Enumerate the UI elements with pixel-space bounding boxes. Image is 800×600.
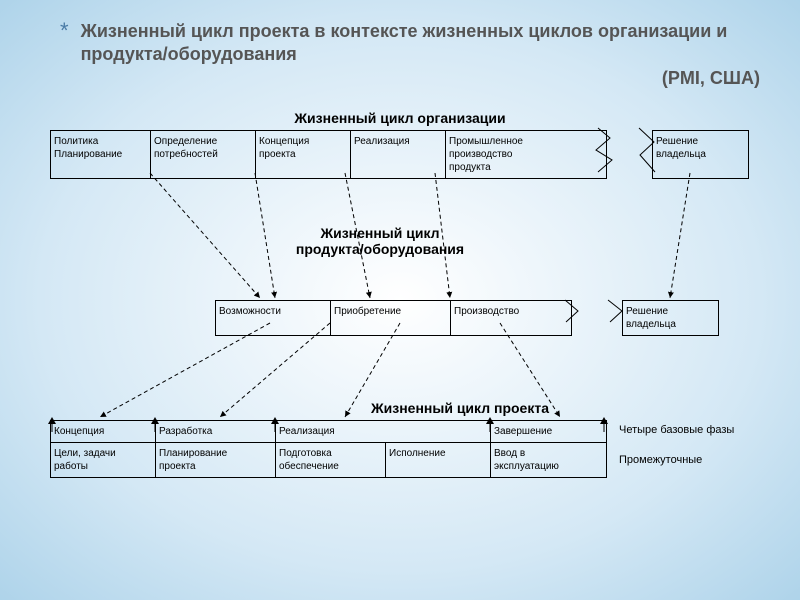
section-project-lifecycle: Жизненный цикл проекта Концепция Разрабо… — [50, 400, 750, 478]
slide-title: * Жизненный цикл проекта в контексте жиз… — [60, 20, 770, 90]
section3-sub-row: Цели, задачи работы Планирование проекта… — [50, 443, 607, 478]
s3h-1: Разработка — [156, 421, 276, 442]
s3s-0: Цели, задачи работы — [51, 443, 156, 477]
footer-intermediate: Промежуточные — [619, 440, 750, 470]
bullet-asterisk: * — [60, 20, 69, 42]
s2-cell-2: Производство — [451, 301, 571, 335]
section-org-lifecycle: Жизненный цикл организации Политика План… — [50, 110, 750, 179]
s2-cell-3: Решение владельца — [623, 301, 718, 335]
section1-row-last: Решение владельца — [652, 130, 749, 179]
section1-row-main: Политика Планирование Определение потреб… — [50, 130, 607, 179]
s2-cell-1: Приобретение — [331, 301, 451, 335]
section1-title: Жизненный цикл организации — [50, 110, 750, 126]
s3s-4: Ввод в эксплуатацию — [491, 443, 606, 477]
section3-header-row: Концепция Разработка Реализация Завершен… — [50, 420, 607, 443]
s1-cell-5: Решение владельца — [653, 131, 748, 178]
section2-row-main: Возможности Приобретение Производство — [215, 300, 572, 336]
section3-title: Жизненный цикл проекта — [170, 400, 750, 416]
s3s-2: Подготовка обеспечение — [276, 443, 386, 477]
s2-cell-0: Возможности — [216, 301, 331, 335]
section2-title: Жизненный цикл продукта/оборудования — [260, 225, 500, 257]
s3h-2: Реализация — [276, 421, 491, 442]
s1-cell-4: Промышленное производство продукта — [446, 131, 606, 178]
footer-phases: Четыре базовые фазы — [619, 420, 750, 440]
s3s-1: Планирование проекта — [156, 443, 276, 477]
section-product-lifecycle: Возможности Приобретение Производство Ре… — [215, 300, 750, 336]
s1-cell-3: Реализация — [351, 131, 446, 178]
s1-cell-1: Определение потребностей — [151, 131, 256, 178]
title-line2: (PMI, США) — [81, 67, 770, 90]
s3h-3: Завершение — [491, 421, 606, 442]
section2-row-last: Решение владельца — [622, 300, 719, 336]
s1-cell-2: Концепция проекта — [256, 131, 351, 178]
title-text: Жизненный цикл проекта в контексте жизне… — [81, 20, 770, 90]
s3s-3: Исполнение — [386, 443, 491, 477]
title-line1: Жизненный цикл проекта в контексте жизне… — [81, 21, 728, 64]
s3h-0: Концепция — [51, 421, 156, 442]
section2-title-block: Жизненный цикл продукта/оборудования — [260, 225, 500, 261]
s1-cell-0: Политика Планирование — [51, 131, 151, 178]
